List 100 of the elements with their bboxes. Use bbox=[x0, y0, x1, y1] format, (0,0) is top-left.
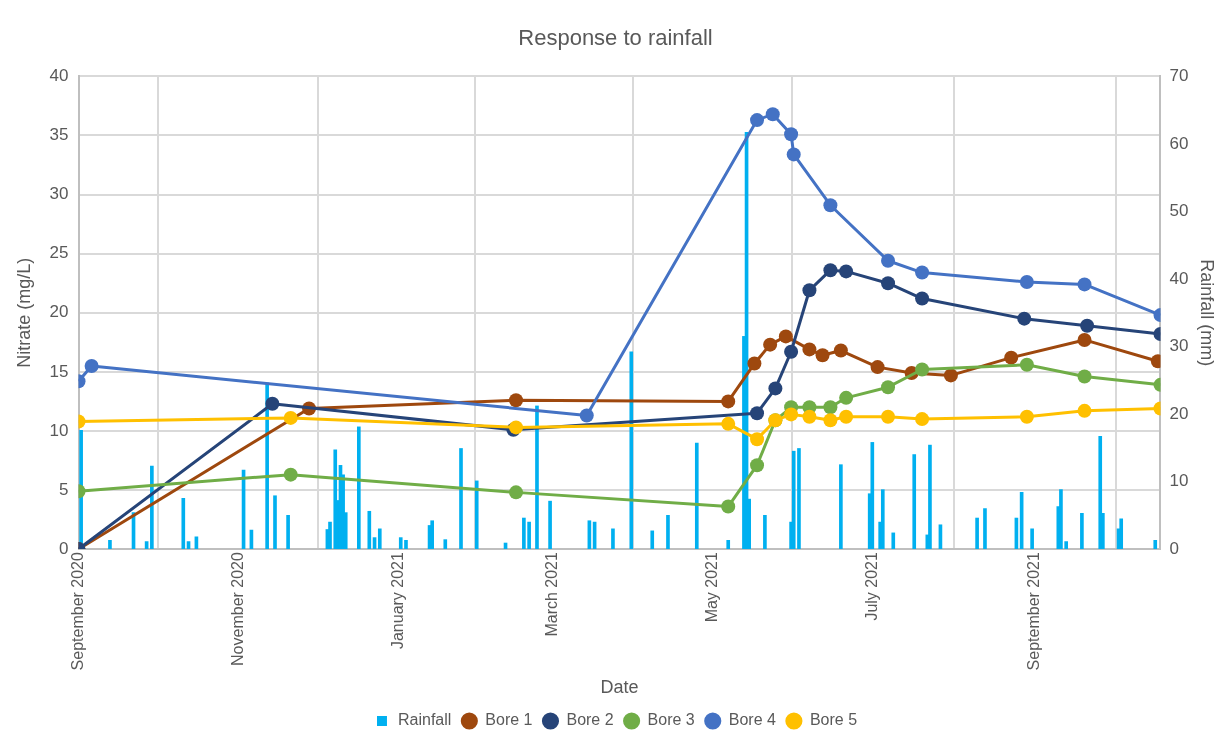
x-tick-label: July 2021 bbox=[862, 552, 880, 621]
bar bbox=[928, 444, 932, 550]
point bbox=[763, 337, 778, 352]
point bbox=[881, 253, 896, 268]
point bbox=[721, 416, 736, 431]
bar bbox=[108, 539, 112, 550]
legend-label: Bore 1 bbox=[485, 711, 533, 729]
legend-label: Bore 4 bbox=[728, 711, 776, 729]
bar bbox=[443, 539, 448, 550]
point bbox=[509, 485, 524, 500]
bar bbox=[891, 532, 896, 550]
y2-tick-label: 10 bbox=[1169, 471, 1189, 491]
bar bbox=[430, 520, 435, 550]
point bbox=[750, 458, 765, 473]
x-axis-title: Date bbox=[600, 677, 639, 698]
point bbox=[265, 396, 280, 411]
bar bbox=[1080, 512, 1084, 550]
point bbox=[915, 291, 930, 306]
y-tick-label: 10 bbox=[49, 420, 69, 440]
bar bbox=[1119, 518, 1124, 550]
point bbox=[802, 342, 817, 357]
y-tick-label: 35 bbox=[49, 125, 69, 145]
point bbox=[283, 410, 298, 425]
point bbox=[721, 499, 736, 514]
y-tick-label: 30 bbox=[49, 184, 69, 204]
y2-tick-label: 0 bbox=[1169, 538, 1179, 558]
point bbox=[784, 344, 799, 359]
point bbox=[1077, 332, 1092, 347]
bar bbox=[839, 464, 843, 550]
point bbox=[823, 263, 838, 278]
bar bbox=[763, 515, 767, 550]
point bbox=[1019, 409, 1034, 424]
y-tick-label: 5 bbox=[59, 479, 69, 499]
x-tick-label: November 2020 bbox=[228, 551, 246, 666]
point bbox=[915, 362, 930, 377]
y-tick-label: 0 bbox=[59, 538, 69, 558]
y2-axis-title: Rainfall (mm) bbox=[1197, 259, 1218, 367]
point bbox=[283, 467, 298, 482]
point bbox=[786, 147, 801, 162]
legend-label: Bore 3 bbox=[647, 711, 695, 729]
point bbox=[839, 390, 854, 405]
x-tick-label: March 2021 bbox=[543, 552, 561, 637]
point bbox=[1080, 318, 1095, 333]
bar bbox=[377, 528, 382, 550]
point bbox=[881, 380, 896, 395]
point bbox=[823, 198, 838, 213]
bar bbox=[1030, 528, 1034, 550]
bar bbox=[459, 448, 463, 550]
point bbox=[778, 329, 793, 344]
point bbox=[823, 413, 838, 428]
bar bbox=[286, 515, 290, 550]
x-tick-label: January 2021 bbox=[388, 552, 406, 650]
point bbox=[943, 368, 958, 383]
y-tick-label: 40 bbox=[49, 66, 69, 86]
y-tick-label: 25 bbox=[49, 243, 69, 263]
point bbox=[1019, 357, 1034, 372]
bar bbox=[1153, 539, 1158, 550]
bar bbox=[870, 442, 875, 550]
chart-title: Response to rainfall bbox=[518, 25, 713, 51]
x-tick-label: September 2020 bbox=[68, 552, 86, 671]
y-tick-label: 15 bbox=[49, 361, 69, 381]
point bbox=[915, 265, 930, 280]
point bbox=[823, 400, 838, 415]
point bbox=[747, 356, 762, 371]
bar bbox=[983, 508, 987, 550]
bar bbox=[912, 454, 917, 550]
point bbox=[721, 394, 736, 409]
point bbox=[1077, 277, 1092, 292]
point bbox=[839, 409, 854, 424]
point bbox=[509, 393, 524, 408]
point bbox=[1004, 350, 1019, 365]
y2-tick-label: 50 bbox=[1169, 201, 1189, 221]
point bbox=[802, 283, 817, 298]
point bbox=[802, 409, 817, 424]
point bbox=[839, 264, 854, 279]
point bbox=[1077, 369, 1092, 384]
point bbox=[815, 348, 830, 363]
bar bbox=[726, 539, 731, 550]
point bbox=[765, 107, 780, 122]
point bbox=[784, 407, 799, 422]
point bbox=[833, 343, 848, 358]
legend-label: Bore 5 bbox=[809, 711, 858, 729]
point bbox=[768, 381, 783, 396]
point bbox=[579, 408, 594, 423]
bar bbox=[357, 426, 361, 550]
y2-tick-label: 20 bbox=[1169, 403, 1189, 423]
bar bbox=[650, 530, 655, 550]
x-tick-label: September 2021 bbox=[1025, 552, 1043, 671]
bar bbox=[273, 495, 277, 550]
point bbox=[750, 113, 765, 128]
y-axis-title: Nitrate (mg/L) bbox=[13, 257, 34, 368]
bar bbox=[666, 515, 670, 550]
point bbox=[1017, 311, 1032, 326]
legend-label: Rainfall bbox=[397, 711, 452, 729]
bar bbox=[629, 351, 634, 550]
bar bbox=[548, 500, 552, 550]
bar bbox=[975, 517, 979, 550]
bar bbox=[535, 405, 539, 550]
point bbox=[1019, 275, 1034, 290]
point bbox=[84, 358, 99, 373]
